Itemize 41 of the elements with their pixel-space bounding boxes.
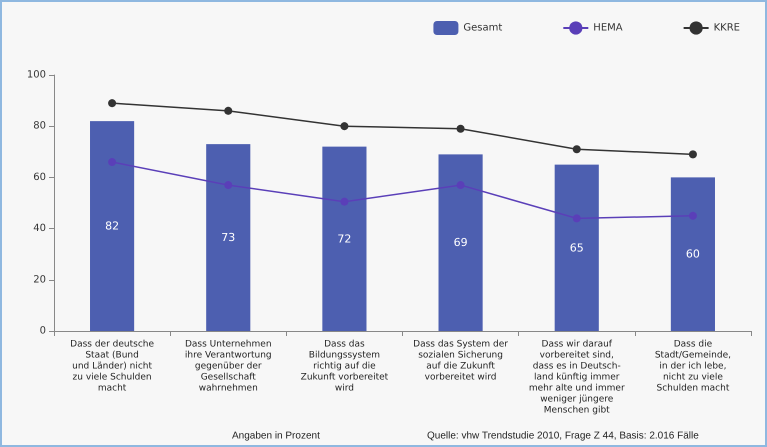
point bbox=[688, 212, 697, 220]
point bbox=[224, 106, 232, 115]
x-tick-label: Dass wir darauf vorbereitet sind, dass es in Deutsch- land künftig immer mehr alte und immer weniger jüngere Menschen gibt bbox=[528, 340, 625, 416]
x-tick-label: Dass das Bildungssystem richtig auf die Zukunft vorbereitet wird bbox=[300, 340, 389, 394]
x-tick-label: Dass Unternehmen ihre Verantwortung gegenüber der Gesellschaft wahrnehmen bbox=[184, 340, 272, 394]
y-tick-label: 0 bbox=[40, 326, 46, 336]
source-note: Quelle: vhw Trendstudie 2010, Frage Z 44, Basis: 2.016 Fälle bbox=[427, 430, 700, 442]
legend-label: KKRE bbox=[714, 22, 740, 34]
point bbox=[108, 158, 116, 166]
bar bbox=[554, 164, 599, 331]
y-tick-label: 60 bbox=[33, 172, 46, 183]
x-tick-label: Dass das System der sozialen Sicherung auf die Zukunft vorbereitet wird bbox=[413, 340, 508, 382]
bar bbox=[322, 146, 366, 331]
x-tick-label: Dass der deutsche Staat (Bund und Länder) nicht zu viele Schulden macht bbox=[70, 340, 154, 394]
y-tick-label: 100 bbox=[26, 70, 46, 80]
bar bbox=[90, 121, 134, 331]
point bbox=[572, 145, 581, 154]
point bbox=[456, 181, 465, 190]
data-label: 65 bbox=[570, 241, 584, 254]
text: Angaben in Prozent bbox=[232, 430, 320, 442]
data-label: 69 bbox=[454, 236, 468, 250]
legend-label: HEMA bbox=[593, 22, 623, 34]
point bbox=[340, 198, 348, 206]
bar bbox=[206, 144, 250, 331]
y-tick-label: 80 bbox=[33, 120, 46, 132]
point bbox=[572, 214, 581, 222]
bar bbox=[438, 154, 483, 331]
point bbox=[108, 99, 116, 108]
point bbox=[340, 122, 348, 130]
data-label: 82 bbox=[105, 220, 120, 233]
bar bbox=[670, 177, 715, 331]
x-tick-label: Dass die Stadt/Gemeinde, in der ich lebe, nicht zu viele Schulden macht bbox=[654, 340, 732, 394]
data-label: 72 bbox=[337, 232, 352, 246]
data-label: 60 bbox=[686, 248, 700, 261]
point bbox=[224, 181, 232, 190]
point bbox=[688, 150, 697, 158]
y-tick-label: 40 bbox=[33, 223, 46, 234]
point bbox=[456, 124, 465, 133]
data-label: 73 bbox=[221, 231, 236, 244]
legend-label: Gesamt bbox=[463, 22, 502, 34]
y-tick-label: 20 bbox=[33, 274, 46, 286]
